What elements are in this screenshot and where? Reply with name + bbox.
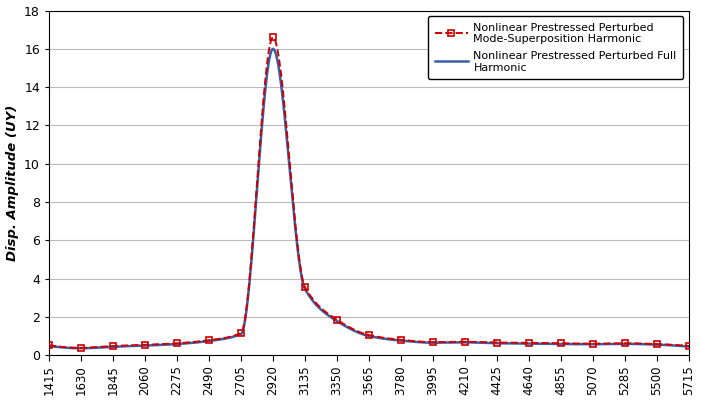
Nonlinear Prestressed Perturbed
Mode-Superposition Harmonic [667, 342, 675, 347]
Nonlinear Prestressed Perturbed
Mode-Superposition Harmonic [269, 35, 278, 40]
Y-axis label: Disp. Amplitude (UY): Disp. Amplitude (UY) [6, 105, 18, 261]
Nonlinear Prestressed Perturbed
Mode-Superposition Harmonic [685, 344, 693, 348]
Nonlinear Prestressed Perturbed
Mode-Superposition Harmonic [550, 341, 558, 346]
Nonlinear Prestressed Perturbed Full
Harmonic [269, 47, 278, 51]
Line: Nonlinear Prestressed Perturbed Full
Harmonic: Nonlinear Prestressed Perturbed Full Har… [49, 49, 689, 348]
Nonlinear Prestressed Perturbed Full
Harmonic [77, 346, 86, 350]
Nonlinear Prestressed Perturbed Full
Harmonic [45, 344, 53, 348]
Nonlinear Prestressed Perturbed Full
Harmonic [550, 342, 558, 346]
Nonlinear Prestressed Perturbed
Mode-Superposition Harmonic [45, 343, 53, 348]
Nonlinear Prestressed Perturbed Full
Harmonic [667, 343, 675, 348]
Nonlinear Prestressed Perturbed Full
Harmonic [78, 346, 86, 350]
Nonlinear Prestressed Perturbed
Mode-Superposition Harmonic [78, 346, 86, 350]
Line: Nonlinear Prestressed Perturbed
Mode-Superposition Harmonic: Nonlinear Prestressed Perturbed Mode-Sup… [49, 37, 689, 348]
Nonlinear Prestressed Perturbed Full
Harmonic [685, 344, 693, 349]
Nonlinear Prestressed Perturbed
Mode-Superposition Harmonic [77, 346, 86, 350]
Nonlinear Prestressed Perturbed Full
Harmonic [357, 331, 365, 336]
Nonlinear Prestressed Perturbed
Mode-Superposition Harmonic [357, 330, 365, 335]
Nonlinear Prestressed Perturbed
Mode-Superposition Harmonic [340, 322, 348, 326]
Nonlinear Prestressed Perturbed
Mode-Superposition Harmonic [667, 342, 675, 347]
Nonlinear Prestressed Perturbed Full
Harmonic [340, 323, 348, 328]
Legend: Nonlinear Prestressed Perturbed
Mode-Superposition Harmonic, Nonlinear Prestress: Nonlinear Prestressed Perturbed Mode-Sup… [428, 16, 683, 79]
Nonlinear Prestressed Perturbed Full
Harmonic [667, 343, 675, 348]
